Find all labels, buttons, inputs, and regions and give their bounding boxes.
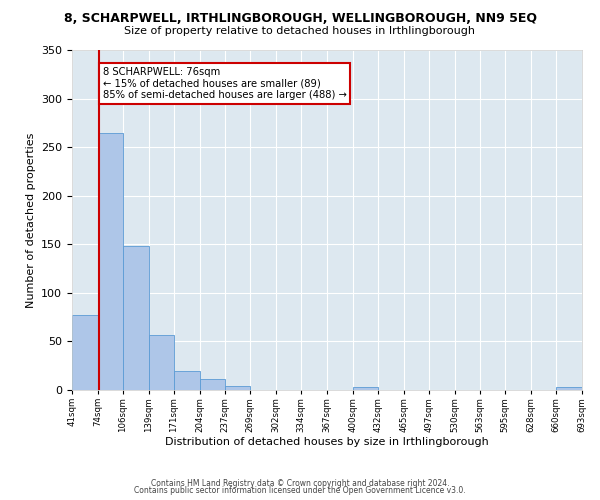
Text: 8, SCHARPWELL, IRTHLINGBOROUGH, WELLINGBOROUGH, NN9 5EQ: 8, SCHARPWELL, IRTHLINGBOROUGH, WELLINGB…	[64, 12, 536, 26]
Bar	[72, 315, 98, 390]
Y-axis label: Number of detached properties: Number of detached properties	[26, 132, 35, 308]
Bar	[149, 334, 173, 390]
Bar	[226, 386, 250, 390]
Text: Contains public sector information licensed under the Open Government Licence v3: Contains public sector information licen…	[134, 486, 466, 495]
Bar	[200, 380, 226, 390]
Bar	[98, 132, 123, 390]
Bar	[556, 387, 582, 390]
Text: Size of property relative to detached houses in Irthlingborough: Size of property relative to detached ho…	[125, 26, 476, 36]
Bar	[353, 387, 378, 390]
X-axis label: Distribution of detached houses by size in Irthlingborough: Distribution of detached houses by size …	[165, 438, 489, 448]
Text: 8 SCHARPWELL: 76sqm
← 15% of detached houses are smaller (89)
85% of semi-detach: 8 SCHARPWELL: 76sqm ← 15% of detached ho…	[103, 66, 346, 100]
Bar	[173, 370, 199, 390]
Text: Contains HM Land Registry data © Crown copyright and database right 2024.: Contains HM Land Registry data © Crown c…	[151, 478, 449, 488]
Bar	[123, 246, 149, 390]
